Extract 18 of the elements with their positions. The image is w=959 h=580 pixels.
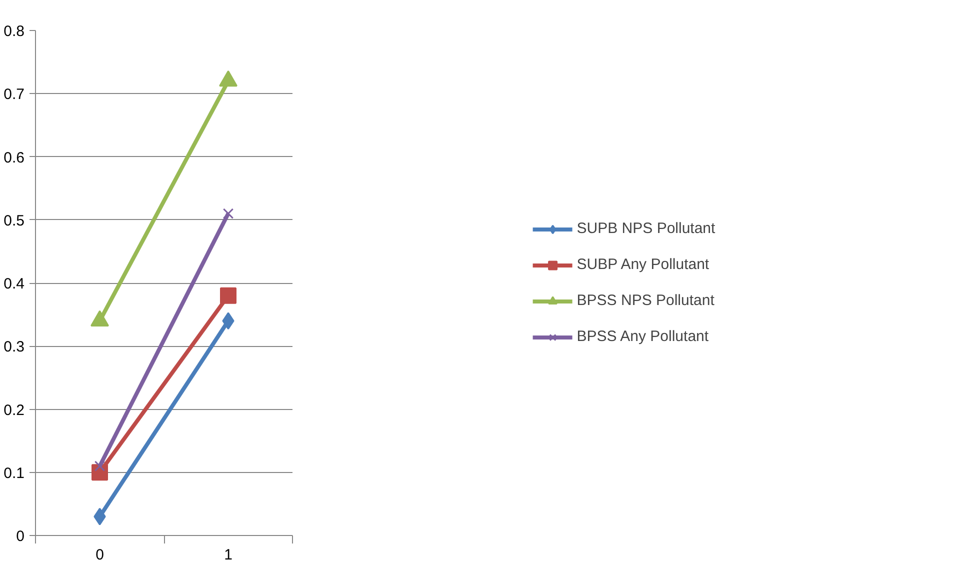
legend-label: SUPB NPS Pollutant xyxy=(576,220,716,237)
y-tick-label: 0 xyxy=(16,528,24,545)
point xyxy=(92,464,108,481)
y-tick-label: 0.3 xyxy=(4,338,25,356)
point xyxy=(220,287,236,304)
legend-label: BPSS NPS Pollutant xyxy=(576,292,714,309)
y-tick-label: 0.8 xyxy=(4,23,25,40)
y-tick-label: 0.7 xyxy=(4,86,25,104)
x-tick-label: 1 xyxy=(224,546,232,564)
y-tick-label: 0.1 xyxy=(4,464,25,482)
legend-label: BPSS Any Pollutant xyxy=(576,328,709,345)
y-tick-label: 0.5 xyxy=(4,212,25,230)
y-tick-label: 0.4 xyxy=(4,276,25,292)
y-tick-label: 0.2 xyxy=(4,402,25,419)
y-tick-label: 0.6 xyxy=(4,149,25,166)
point xyxy=(222,208,234,219)
legend-label: SUBP Any Pollutant xyxy=(576,256,710,273)
point xyxy=(94,460,106,472)
